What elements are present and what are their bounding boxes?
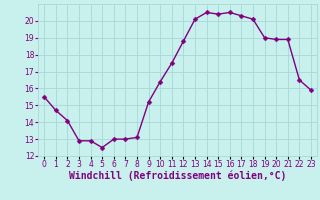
- X-axis label: Windchill (Refroidissement éolien,°C): Windchill (Refroidissement éolien,°C): [69, 171, 286, 181]
